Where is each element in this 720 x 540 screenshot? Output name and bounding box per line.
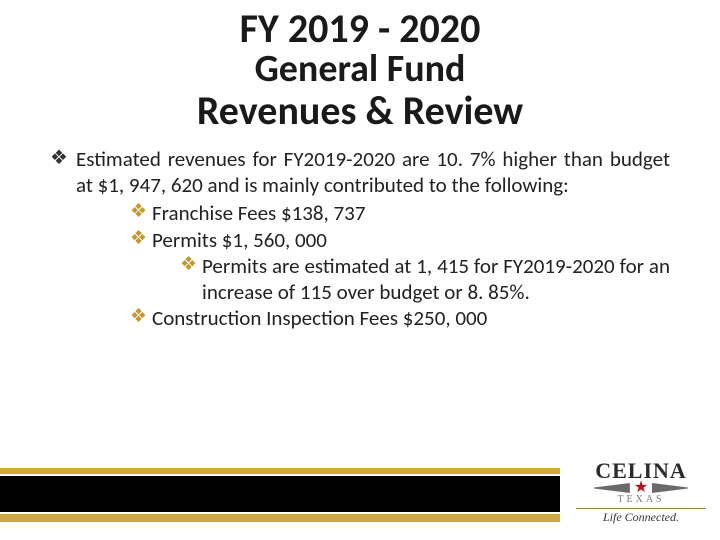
footer-gold-band-top [0, 468, 560, 474]
title-line-3: Revenues & Review [0, 90, 720, 132]
wing-left-icon [594, 483, 630, 493]
title-line-1: FY 2019 - 2020 [0, 8, 720, 50]
bullet-main-text: Estimated revenues for FY2019-2020 are 1… [76, 146, 670, 199]
footer-black-band [0, 476, 560, 512]
bullet-permits-detail-text: Permits are estimated at 1, 415 for FY20… [202, 253, 670, 306]
bullet-construction: ❖ Construction Inspection Fees $250, 000 [130, 305, 670, 331]
wing-right-icon [652, 483, 688, 493]
bullet-franchise: ❖ Franchise Fees $138, 737 [130, 200, 670, 226]
logo-divider [576, 508, 706, 509]
diamond-bullet-icon: ❖ [130, 305, 152, 331]
title-block: FY 2019 - 2020 General Fund Revenues & R… [0, 0, 720, 132]
slide: FY 2019 - 2020 General Fund Revenues & R… [0, 0, 720, 540]
logo: CELINA ★ TEXAS Life Connected. [576, 460, 706, 538]
bullet-main: ❖ Estimated revenues for FY2019-2020 are… [50, 146, 670, 199]
footer: CELINA ★ TEXAS Life Connected. [0, 462, 720, 540]
title-line-2: General Fund [0, 50, 720, 90]
logo-tagline: Life Connected. [576, 510, 706, 525]
content-block: ❖ Estimated revenues for FY2019-2020 are… [0, 132, 720, 332]
bullet-construction-text: Construction Inspection Fees $250, 000 [152, 305, 670, 331]
diamond-bullet-icon: ❖ [180, 253, 202, 306]
logo-region: TEXAS [576, 494, 706, 505]
bullet-permits-detail: ❖ Permits are estimated at 1, 415 for FY… [180, 253, 670, 306]
bullet-franchise-text: Franchise Fees $138, 737 [152, 200, 670, 226]
diamond-bullet-icon: ❖ [130, 227, 152, 253]
bullet-permits-text: Permits $1, 560, 000 [152, 227, 670, 253]
bullet-permits: ❖ Permits $1, 560, 000 [130, 227, 670, 253]
footer-gold-band-bottom [0, 514, 560, 522]
diamond-bullet-icon: ❖ [130, 200, 152, 226]
diamond-bullet-icon: ❖ [50, 146, 76, 199]
